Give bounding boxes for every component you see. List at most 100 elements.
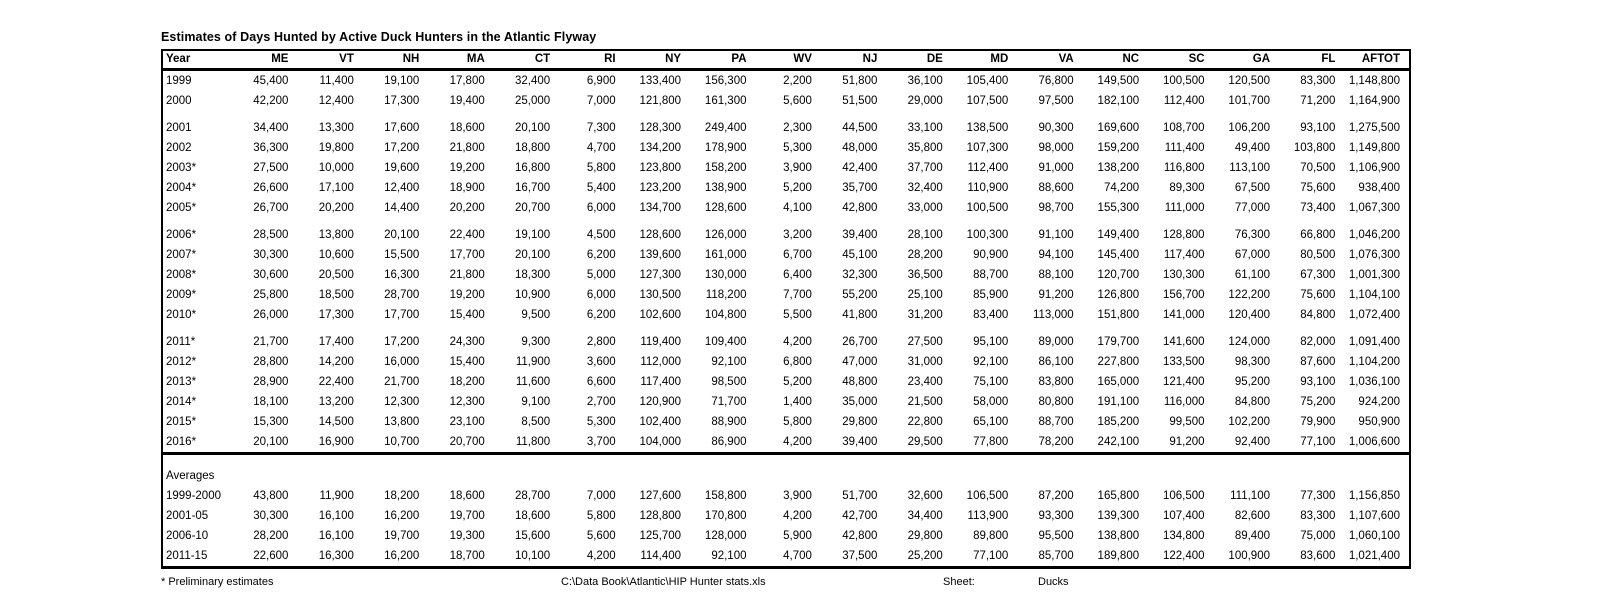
value-cell: 130,000 [704,268,747,281]
value-cell: 20,100 [253,435,289,448]
value-cell: 26,700 [842,335,878,348]
value-cell [232,466,297,486]
value-cell: 15,500 [384,248,420,261]
value-cell: 130,500 [639,288,682,301]
value-cell: 75,000 [1300,530,1336,542]
value-cell: 89,800 [973,530,1009,542]
header-row: Year ME VT NH MA CT RI NY PA WV NJ DE MD VA NC SC GA FL AF… [162,50,1410,71]
value-cell: 1,275,500 [1348,121,1400,134]
value-cell: 1,067,300 [1348,201,1400,214]
value-cell: 9,100 [521,395,551,408]
value-cell: 122,200 [1228,288,1270,301]
value-cell [363,466,428,486]
value-cell: 18,500 [318,288,354,301]
value-cell: 98,300 [1234,355,1270,368]
table-row: 2004* 26,600 17,100 12,400 18,900 16,700 5,400… [162,178,1410,198]
table-row: 1999-2000 43,800 11,900 18,200 18,600 28,700 7… [162,486,1410,506]
year-cell: 2001-05 [166,510,209,522]
column-header-aftot: AFTOT [1344,50,1410,71]
page-title: Estimates of Days Hunted by Active Duck … [161,30,597,44]
value-cell: 32,400 [515,74,551,87]
value-cell: 138,200 [1097,161,1140,174]
value-cell: 95,500 [1038,530,1074,542]
value-cell: 51,500 [842,94,878,107]
value-cell: 6,200 [586,308,616,321]
column-header-year: Year [162,50,232,71]
group-spacer [162,111,1410,118]
value-cell: 80,800 [1038,395,1074,408]
value-cell: 82,000 [1300,335,1336,348]
value-cell: 17,800 [449,74,485,87]
value-cell: 25,800 [253,288,289,301]
value-cell: 102,400 [639,415,682,428]
value-cell: 30,300 [253,510,289,522]
value-cell: 110,900 [967,181,1009,194]
table-row: Averages [162,466,1410,486]
year-cell: Averages [166,470,215,482]
value-cell: 83,800 [1038,375,1074,388]
value-cell: 18,600 [515,510,551,522]
value-cell: 107,500 [966,94,1009,107]
value-cell: 75,100 [973,375,1009,388]
table-row: 2008* 30,600 20,500 16,300 21,800 18,300 5,000… [162,265,1410,285]
value-cell: 1,046,200 [1348,228,1400,241]
year-cell: 1999-2000 [166,490,221,502]
value-cell: 42,400 [842,161,878,174]
value-cell: 169,600 [1097,121,1140,134]
value-cell: 118,200 [705,288,747,301]
value-cell: 139,300 [1097,510,1140,522]
value-cell: 12,300 [449,395,485,408]
value-cell: 14,500 [318,415,354,428]
value-cell: 227,800 [1097,355,1140,368]
value-cell: 2,700 [586,395,616,408]
value-cell [1148,466,1213,486]
value-cell: 26,600 [253,181,289,194]
value-cell: 111,400 [1164,141,1205,154]
value-cell: 111,100 [1230,490,1270,502]
value-cell: 924,200 [1358,395,1400,408]
value-cell: 113,900 [967,510,1009,522]
value-cell: 155,300 [1097,201,1140,214]
value-cell [1083,466,1148,486]
value-cell: 18,600 [449,121,485,134]
value-cell: 102,200 [1228,415,1270,428]
value-cell: 22,600 [253,550,289,562]
value-cell: 138,500 [966,121,1009,134]
value-cell: 138,800 [1097,530,1140,542]
value-cell: 149,500 [1097,74,1140,87]
value-cell: 20,700 [449,435,485,448]
value-cell: 30,300 [253,248,289,261]
value-cell: 17,300 [384,94,420,107]
value-cell: 86,100 [1038,355,1074,368]
value-cell: 93,300 [1038,510,1074,522]
year-cell: 2006-10 [166,530,209,542]
value-cell: 11,900 [515,355,551,368]
column-header-wv: WV [755,50,821,71]
value-cell: 15,400 [449,308,485,321]
value-cell: 35,000 [842,395,878,408]
column-header-nh: NH [362,50,429,71]
value-cell: 8,500 [521,415,551,428]
column-header-fl: FL [1279,50,1345,71]
value-cell: 121,400 [1162,375,1205,388]
value-cell: 67,000 [1234,248,1270,261]
year-cell: 2008* [166,268,197,281]
value-cell: 17,200 [384,141,420,154]
value-cell: 12,400 [318,94,354,107]
value-cell: 141,000 [1162,308,1205,321]
value-cell [1214,466,1279,486]
value-cell: 42,800 [842,201,878,214]
value-cell: 161,300 [704,94,747,107]
value-cell: 18,800 [515,141,551,154]
column-header-va: VA [1017,50,1083,71]
value-cell: 938,400 [1358,181,1400,194]
value-cell: 84,800 [1300,308,1336,321]
value-cell: 165,800 [1097,490,1140,502]
value-cell: 17,300 [318,308,354,321]
value-cell: 83,600 [1300,550,1336,562]
value-cell: 73,400 [1300,201,1336,214]
value-cell: 26,000 [253,308,289,321]
value-cell: 128,800 [639,510,682,522]
value-cell: 19,300 [449,530,485,542]
